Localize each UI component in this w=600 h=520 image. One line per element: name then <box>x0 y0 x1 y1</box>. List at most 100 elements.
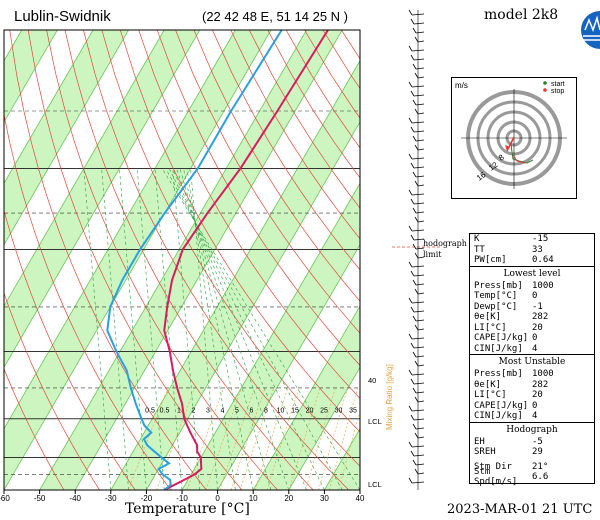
lowest-key: Press[mb] <box>474 280 523 291</box>
moist-adiabat <box>168 168 325 490</box>
mixing-ratio-tick-label: 30 <box>335 408 343 415</box>
mixing-ratio-tick-label: 6 <box>250 408 254 415</box>
indices-box: K -15 TT 33 PW[cm] 0.64 Lowest level Press[… <box>469 233 595 488</box>
hodo-legend-start: start <box>551 81 565 88</box>
right-axis-label: 40 <box>368 376 376 385</box>
moist-adiabat <box>101 168 129 490</box>
mixing-ratio-line <box>305 387 336 490</box>
lowest-value: 20 <box>532 322 543 333</box>
temperature-band <box>4 30 130 246</box>
moist-adiabat <box>186 168 236 490</box>
mixing-ratio-tick-label: 2 <box>192 408 196 415</box>
dry-adiabat <box>4 368 65 490</box>
temperature-band <box>4 30 58 123</box>
moist-adiabat <box>172 168 307 490</box>
hodo-key: SREH <box>474 447 496 458</box>
dry-adiabat <box>138 30 360 399</box>
lowest-level-heading: Lowest level <box>503 268 561 279</box>
temperature-band <box>323 427 360 490</box>
x-tick-label: 0 <box>215 494 220 503</box>
lowest-key: Dewp[°C] <box>474 301 518 312</box>
dry-adiabat <box>46 30 278 490</box>
hodo-value: -5 <box>532 436 543 447</box>
mixing-ratio-line <box>205 387 242 490</box>
mixing-ratio-tick-label: 10 <box>277 408 285 415</box>
lowest-value: 4 <box>532 343 538 354</box>
lowest-key: Temp[°C] <box>474 291 518 302</box>
lowest-value: 0 <box>532 291 538 302</box>
dry-adiabat <box>64 30 314 490</box>
right-axis-label: LCL <box>368 417 382 426</box>
hodo-key: Stm Dir <box>474 461 512 472</box>
dry-adiabat <box>83 30 350 490</box>
mixing-ratio-line <box>219 387 255 490</box>
dry-adiabat <box>101 30 360 467</box>
hodo-ring-label: 8 <box>497 152 506 162</box>
lowest-value: 0 <box>532 333 538 344</box>
moist-adiabat <box>154 168 183 490</box>
moist-adiabat <box>161 168 360 490</box>
x-tick-label: -30 <box>105 494 117 503</box>
hodo-legend-start-marker <box>543 81 547 85</box>
mu-value: 20 <box>532 390 543 401</box>
mixing-ratio-tick-label: 0.5 <box>160 408 170 415</box>
hodograph-heading: Hodograph <box>506 424 558 435</box>
moist-adiabat <box>172 168 201 490</box>
dry-adiabat <box>4 209 136 490</box>
mixing-ratio-axis-label: Mixing Ratio [g/kg] <box>385 364 394 430</box>
hodo-value: 29 <box>532 447 543 458</box>
index-key: PW[cm] <box>474 255 507 266</box>
dry-adiabat <box>193 30 360 302</box>
lowest-value: -1 <box>532 301 543 312</box>
lowest-value: 282 <box>532 312 549 323</box>
profile-line <box>163 30 329 490</box>
hodo-value: 21° <box>532 461 549 472</box>
x-tick-label: -10 <box>176 494 188 503</box>
hodograph: m/s start stop 8 12 16 <box>451 77 577 199</box>
moist-adiabat <box>136 168 165 490</box>
hodo-key: Stm Spd[m/s] <box>474 467 518 488</box>
mixing-ratio-tick-label: 20 <box>306 408 314 415</box>
dry-adiabat <box>27 30 243 490</box>
hodo-unit: m/s <box>455 81 468 90</box>
hodo-value: 6.6 <box>532 472 549 483</box>
moist-adiabat <box>165 168 343 490</box>
dry-adiabat <box>4 291 100 490</box>
x-tick-label: -60 <box>0 494 10 503</box>
moist-adiabat <box>119 168 147 490</box>
mixing-ratio-tick-label: 8 <box>264 408 268 415</box>
x-tick-label: -40 <box>69 494 81 503</box>
date-stamp: 2023-MAR-01 21 UTC <box>447 502 593 517</box>
mixing-ratio-tick-label: 1 <box>177 408 181 415</box>
moist-adiabat <box>176 168 290 490</box>
mu-value: 282 <box>532 379 549 390</box>
mixing-ratio-line <box>230 387 266 490</box>
mixing-ratio-line <box>266 387 300 490</box>
hodo-legend-stop-marker <box>543 88 547 92</box>
index-value: 0.64 <box>532 255 554 266</box>
dry-adiabat <box>230 30 360 240</box>
x-tick-label: -50 <box>34 494 46 503</box>
mixing-ratio-tick-label: 4 <box>221 408 225 415</box>
lowest-key: CAPE[J/kg] <box>474 333 529 344</box>
mixing-ratio-line <box>318 387 348 490</box>
dry-adiabat <box>212 30 360 271</box>
mixing-ratio-tick-label: 35 <box>349 408 357 415</box>
moist-adiabat <box>183 168 254 490</box>
x-tick-label: 20 <box>284 494 293 503</box>
mixing-ratio-line <box>288 387 321 490</box>
right-axis-label: LCL <box>368 480 382 489</box>
lowest-key: LI[°C] <box>474 322 507 333</box>
mixing-ratio-line <box>329 387 358 490</box>
mu-key: LI[°C] <box>474 390 507 401</box>
mixing-ratio-tick-label: 0.5 <box>145 408 155 415</box>
most-unstable-heading: Most Unstable <box>498 357 566 367</box>
mixing-ratio-tick-label: 25 <box>320 408 328 415</box>
index-key: K <box>474 234 480 245</box>
mu-key: CIN[J/kg] <box>474 411 523 422</box>
mu-key: CAPE[J/kg] <box>474 400 529 411</box>
mu-key: Press[mb] <box>474 369 523 380</box>
lowest-value: 1000 <box>532 280 554 291</box>
mixing-ratio-tick-label: 5 <box>235 408 239 415</box>
